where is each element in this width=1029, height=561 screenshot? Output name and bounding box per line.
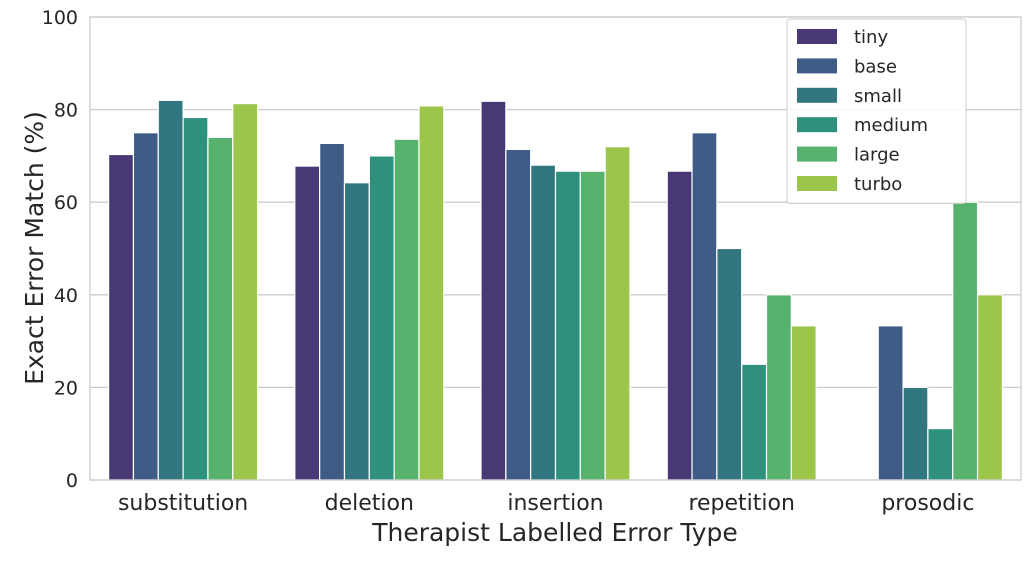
legend-swatch-base	[797, 58, 837, 74]
bar-turbo-repetition	[790, 325, 817, 481]
bar-medium-repetition	[741, 363, 768, 481]
plot-frame	[89, 16, 1022, 481]
bar-small-prosodic	[902, 386, 929, 481]
bar-base-insertion	[505, 148, 532, 481]
legend-label: tiny	[854, 27, 888, 48]
x-tick-label: substitution	[118, 491, 248, 516]
bar-large-repetition	[765, 294, 792, 481]
bar-tiny-insertion	[480, 100, 507, 481]
bar-tiny-repetition	[666, 170, 693, 481]
legend: tiny base small medium large turbo	[786, 18, 967, 204]
legend-label: large	[854, 145, 900, 166]
x-axis-title: Therapist Labelled Error Type	[371, 518, 738, 547]
bar-turbo-insertion	[604, 146, 631, 481]
y-tick-label: 0	[66, 470, 78, 492]
bar-turbo-substitution	[232, 102, 259, 481]
bar-large-prosodic	[952, 201, 979, 481]
bar-large-substitution	[207, 136, 234, 481]
y-tick-label: 60	[54, 192, 78, 214]
x-tick-label: deletion	[325, 491, 414, 516]
legend-swatch-large	[797, 146, 837, 162]
bar-tiny-deletion	[294, 165, 321, 481]
y-axis-title: Exact Error Match (%)	[20, 111, 49, 385]
bar-turbo-prosodic	[976, 294, 1003, 481]
bar-medium-deletion	[368, 155, 395, 481]
bar-base-deletion	[319, 142, 346, 481]
bar-tiny-substitution	[108, 153, 135, 481]
x-tick-label: prosodic	[881, 491, 974, 516]
legend-label: turbo	[854, 174, 902, 195]
bar-large-deletion	[393, 138, 420, 481]
bar-small-deletion	[343, 182, 370, 481]
y-tick-labels: 0 20 40 60 80 100	[42, 7, 78, 492]
x-tick-label: insertion	[507, 491, 603, 516]
y-tick-label: 20	[54, 377, 78, 399]
bar-base-substitution	[132, 132, 159, 481]
bar-small-repetition	[716, 247, 743, 481]
bar-base-prosodic	[877, 325, 904, 481]
legend-swatch-medium	[797, 117, 837, 133]
bar-small-substitution	[157, 99, 184, 481]
bar-medium-substitution	[182, 116, 209, 481]
legend-swatch-small	[797, 87, 837, 103]
bar-base-repetition	[691, 132, 718, 481]
x-tick-labels: substitution deletion insertion repetition p…	[118, 491, 974, 516]
y-tick-label: 100	[42, 7, 78, 29]
x-tick-label: repetition	[688, 491, 794, 516]
bar-small-insertion	[530, 164, 557, 481]
legend-swatch-turbo	[797, 176, 837, 191]
bar-medium-prosodic	[927, 428, 954, 481]
legend-swatch-tiny	[797, 29, 837, 44]
bar-medium-insertion	[554, 170, 581, 481]
legend-label: small	[854, 86, 902, 107]
bars	[108, 99, 1003, 481]
legend-label: base	[854, 56, 897, 77]
bar-turbo-deletion	[418, 105, 445, 481]
legend-label: medium	[854, 115, 928, 136]
y-tick-label: 80	[54, 100, 78, 122]
y-tick-label: 40	[54, 285, 78, 307]
bar-large-insertion	[579, 170, 606, 481]
